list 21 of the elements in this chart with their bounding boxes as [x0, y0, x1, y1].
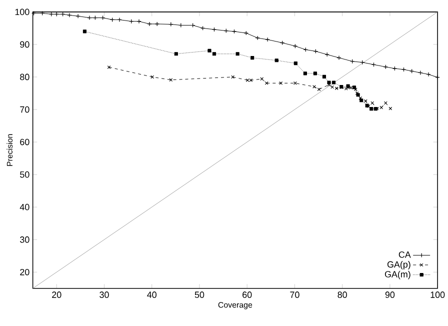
y-tick-label: 30: [20, 236, 30, 243]
y-tick-label: 20: [20, 268, 30, 276]
y-tick-label: 100: [15, 8, 30, 16]
x-tick-label: 60: [242, 291, 252, 298]
x-tick-label: 50: [194, 291, 204, 298]
y-tick-label: 60: [20, 138, 30, 146]
y-tick-label: 80: [20, 74, 30, 80]
x-tick-label: 30: [100, 291, 109, 298]
y-tick-label: 40: [20, 204, 30, 210]
x-tick-label: 20: [52, 291, 62, 298]
x-tick-label: 100: [430, 291, 445, 298]
legend-label: CA: [398, 251, 411, 258]
y-tick-label: 90: [20, 41, 30, 48]
x-tick-label: 40: [147, 291, 156, 298]
y-tick-label: 50: [20, 171, 30, 178]
legend-label: GA(p): [387, 260, 410, 270]
legend-label: GA(m): [384, 270, 410, 280]
x-tick-label: 80: [338, 291, 347, 298]
x-tick-label: 70: [290, 291, 300, 298]
y-tick-label: 70: [20, 106, 30, 113]
x-tick-label: 90: [385, 291, 395, 298]
